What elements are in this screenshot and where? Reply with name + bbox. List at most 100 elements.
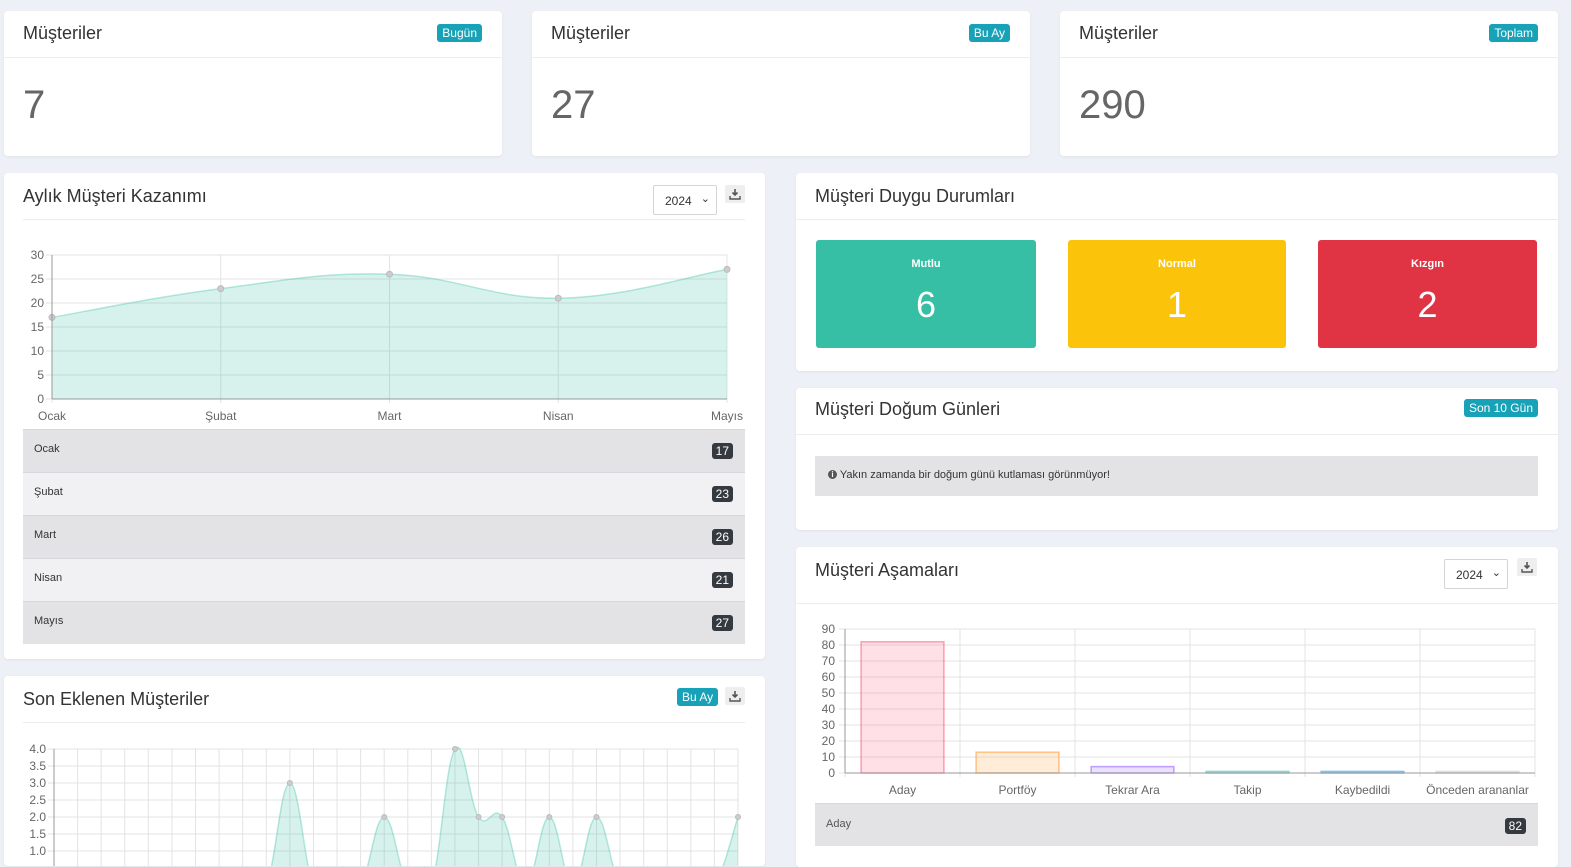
count-badge: 23 <box>711 486 733 502</box>
list-item-label: Mayıs <box>34 615 64 627</box>
y-tick-label: 2.5 <box>29 793 46 807</box>
data-point <box>475 814 482 820</box>
series-line <box>270 746 739 866</box>
download-button[interactable] <box>1517 558 1537 576</box>
y-tick-label: 0 <box>37 392 44 406</box>
mood-label: Kızgın <box>1411 258 1444 270</box>
chevron-down-icon: ⌄ <box>700 193 710 205</box>
card-title: Son Eklenen Müşteriler <box>23 689 210 709</box>
monthly-acquisition-chart: 0 5 10 15 20 25 30 Ocak Şubat Mart Nisan Mayıs <box>31 248 743 423</box>
x-tick-label: Şubat <box>205 409 237 423</box>
status-badge: Bu Ay <box>677 688 719 706</box>
card-title: Müşteriler <box>1079 23 1159 43</box>
x-tick-label: Takip <box>1233 783 1261 797</box>
download-button[interactable] <box>725 185 745 203</box>
count-badge: 17 <box>711 443 733 459</box>
data-point <box>217 285 225 293</box>
list-item: Aday 82 <box>815 803 1538 846</box>
mood-label: Normal <box>1158 258 1196 270</box>
card-header: Müşteriler Bu Ay <box>532 11 1030 58</box>
y-tick-label: 10 <box>822 750 836 764</box>
bar <box>975 751 1060 774</box>
alert-message: Yakın zamanda bir doğum günü kutlaması g… <box>839 469 1110 481</box>
download-button[interactable] <box>725 687 745 705</box>
data-point <box>451 746 458 752</box>
y-tick-label: 30 <box>822 718 836 732</box>
x-tick-label: Önceden arananlar <box>1426 783 1529 797</box>
info-alert: i Yakın zamanda bir doğum günü kutlaması… <box>815 456 1538 496</box>
count-badge: 21 <box>711 572 733 588</box>
y-tick-label: 1.0 <box>29 844 46 858</box>
card-header: Müşteri Doğum Günleri Son 10 Gün <box>796 388 1558 435</box>
mood-card: Müşteri Duygu Durumları Mutlu 6 Normal 1… <box>796 173 1558 371</box>
data-point <box>499 814 506 820</box>
y-tick-label: 80 <box>822 638 836 652</box>
mood-normal-box: Normal 1 <box>1068 240 1286 348</box>
y-tick-label: 40 <box>822 702 836 716</box>
y-tick-label: 50 <box>822 686 836 700</box>
recent-customers-chart: 1.0 1.5 2.0 2.5 3.0 3.5 4.0 <box>29 742 741 866</box>
area-fill <box>271 747 738 866</box>
download-icon <box>1521 562 1533 573</box>
year-select[interactable]: 2024 ⌄ <box>653 185 717 215</box>
list-item-label: Mart <box>34 529 56 541</box>
status-badge: Bugün <box>437 24 482 42</box>
stat-value: 290 <box>1079 83 1146 127</box>
list-item-label: Şubat <box>34 486 63 498</box>
status-badge: Toplam <box>1489 24 1538 42</box>
mood-value: 1 <box>1166 284 1188 325</box>
x-tick-label: Aday <box>889 783 916 797</box>
list-item-label: Aday <box>826 818 852 830</box>
count-badge: 27 <box>711 615 733 631</box>
y-tick-label: 10 <box>31 344 45 358</box>
x-tick-label: Mayıs <box>711 409 743 423</box>
stat-card-month: Müşteriler Bu Ay 27 <box>532 11 1030 156</box>
download-icon <box>729 189 741 200</box>
card-title: Müşteri Duygu Durumları <box>815 186 1016 206</box>
data-point <box>546 814 553 820</box>
x-tick-label: Mart <box>378 409 403 423</box>
year-select[interactable]: 2024 ⌄ <box>1444 559 1508 589</box>
card-header: Müşteri Aşamaları <box>796 547 1558 604</box>
y-tick-label: 15 <box>31 320 45 334</box>
list-item-label: Nisan <box>34 572 63 584</box>
y-tick-label: 2.0 <box>29 810 46 824</box>
y-tick-label: 20 <box>822 734 836 748</box>
year-select-value: 2024 <box>1456 568 1483 582</box>
y-tick-label: 30 <box>31 248 45 262</box>
bar <box>860 641 945 774</box>
mood-value: 2 <box>1417 284 1438 325</box>
y-tick-label: 1.5 <box>29 827 46 841</box>
list-item: Mayıs 27 <box>23 601 745 644</box>
list-item-label: Ocak <box>34 443 60 455</box>
info-icon: i <box>828 469 837 479</box>
y-tick-label: 25 <box>31 272 45 286</box>
download-icon <box>729 691 741 702</box>
y-tick-label: 5 <box>37 368 44 382</box>
status-badge: Son 10 Gün <box>1463 399 1538 417</box>
data-point <box>286 780 293 786</box>
monthly-acquisition-card: Aylık Müşteri Kazanımı 2024 ⌄ 0 5 10 15 20 25… <box>4 173 765 659</box>
y-tick-label: 70 <box>822 654 836 668</box>
stat-card-total: Müşteriler Toplam 290 <box>1060 11 1558 156</box>
card-title: Müşteriler <box>23 23 103 43</box>
list-item: Nisan 21 <box>23 558 745 601</box>
card-title: Müşteriler <box>551 23 631 43</box>
x-tick-label: Tekrar Ara <box>1105 783 1160 797</box>
y-tick-label: 3.0 <box>29 776 46 790</box>
card-title: Müşteri Aşamaları <box>815 560 960 580</box>
y-tick-label: 20 <box>31 296 45 310</box>
status-badge: Bu Ay <box>968 24 1010 42</box>
stat-value: 27 <box>551 83 596 127</box>
list-item: Şubat 23 <box>23 472 745 515</box>
y-tick-label: 90 <box>822 622 836 636</box>
y-tick-label: 0 <box>828 766 835 780</box>
data-point <box>735 814 741 820</box>
chevron-down-icon: ⌄ <box>1491 567 1501 579</box>
count-badge: 82 <box>1504 818 1526 834</box>
x-tick-label: Nisan <box>543 409 574 423</box>
mood-happy-box: Mutlu 6 <box>816 240 1036 348</box>
x-tick-label: Kaybedildi <box>1335 783 1390 797</box>
stat-card-today: Müşteriler Bugün 7 <box>4 11 502 156</box>
bar <box>1090 765 1175 774</box>
